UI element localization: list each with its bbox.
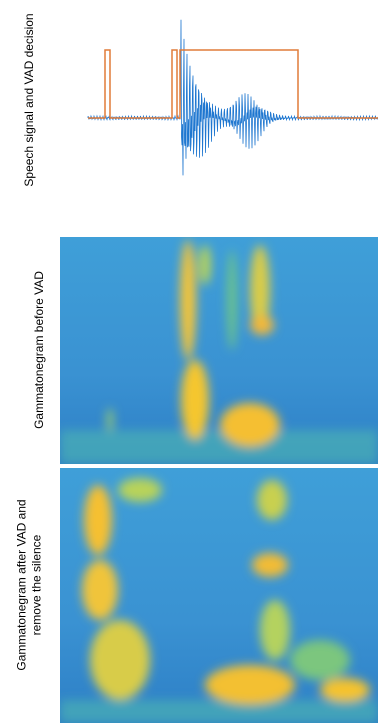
panel-label: Gammatonegram after VAD and (15, 499, 29, 670)
vad-decision (88, 49, 378, 119)
spectrogram-background (60, 237, 378, 464)
panel-label: Speech signal and VAD decision (22, 13, 36, 186)
plot-area (85, 0, 378, 225)
spectrogram-before (60, 237, 378, 464)
panel-label: Gammatonegram before VAD (32, 271, 46, 429)
panel-label: remove the silence (30, 534, 44, 635)
panel-labels: Speech signal and VAD decision Gammatoneg… (15, 13, 47, 670)
spectrogram-after (60, 468, 378, 723)
waveform-panel (85, 0, 378, 225)
